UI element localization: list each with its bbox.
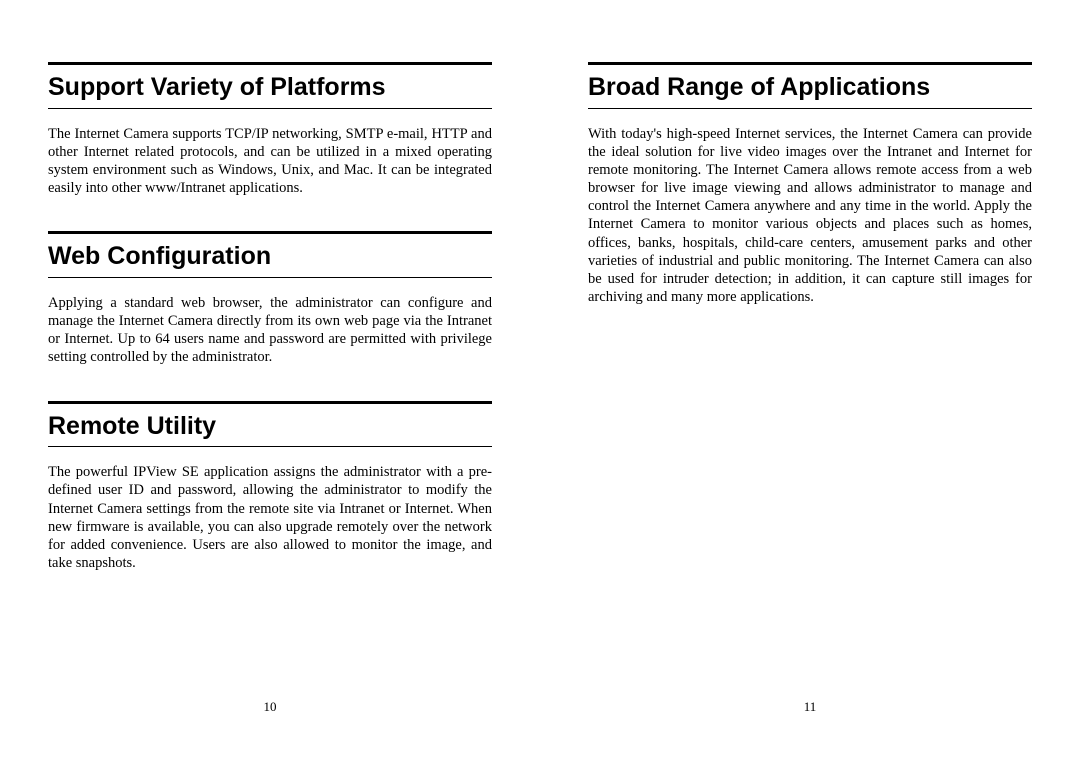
rule-bottom [48, 277, 492, 278]
rule-top [48, 231, 492, 234]
section-body: With today's high-speed Internet service… [588, 125, 1032, 306]
section-support-platforms: Support Variety of Platforms The Interne… [48, 62, 492, 197]
rule-bottom [48, 108, 492, 109]
rule-top [588, 62, 1032, 65]
section-web-configuration: Web Configuration Applying a standard we… [48, 231, 492, 366]
page-number-left: 10 [0, 699, 540, 715]
right-page: Broad Range of Applications With today's… [540, 0, 1080, 763]
section-heading: Broad Range of Applications [588, 71, 1032, 106]
rule-bottom [48, 446, 492, 447]
section-heading: Web Configuration [48, 240, 492, 275]
section-remote-utility: Remote Utility The powerful IPView SE ap… [48, 401, 492, 573]
rule-top [48, 62, 492, 65]
section-body: The powerful IPView SE application assig… [48, 463, 492, 572]
section-body: The Internet Camera supports TCP/IP netw… [48, 125, 492, 198]
page-number-right: 11 [540, 699, 1080, 715]
section-heading: Remote Utility [48, 410, 492, 445]
rule-top [48, 401, 492, 404]
page-spread: Support Variety of Platforms The Interne… [0, 0, 1080, 763]
section-broad-range: Broad Range of Applications With today's… [588, 62, 1032, 306]
section-body: Applying a standard web browser, the adm… [48, 294, 492, 367]
rule-bottom [588, 108, 1032, 109]
section-heading: Support Variety of Platforms [48, 71, 492, 106]
left-page: Support Variety of Platforms The Interne… [0, 0, 540, 763]
